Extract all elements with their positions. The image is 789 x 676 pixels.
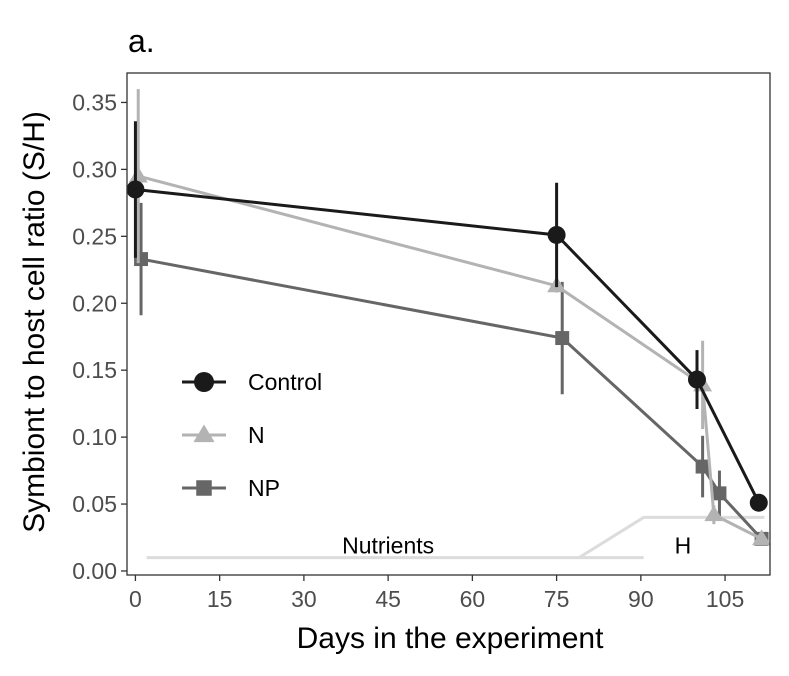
data-point: [712, 486, 727, 501]
y-tick-label: 0.15: [72, 357, 117, 383]
legend-label: Control: [248, 369, 322, 395]
y-tick-label: 0.10: [72, 424, 117, 450]
data-point: [547, 225, 566, 244]
data-point: [752, 529, 772, 546]
series-line: [135, 187, 761, 504]
data-point: [555, 331, 570, 346]
series-control: [126, 121, 768, 512]
series-line: [140, 257, 763, 540]
x-tick-label: 75: [544, 586, 570, 612]
legend-label: N: [248, 422, 265, 448]
x-tick-label: 45: [375, 586, 401, 612]
legend-item-control: Control: [182, 369, 322, 395]
annotations: Nutrients H: [342, 533, 691, 559]
data-point: [749, 493, 768, 512]
data-point: [193, 424, 215, 443]
legend-item-n: N: [182, 422, 265, 448]
legend: Control N NP: [182, 369, 322, 501]
data-point: [196, 480, 212, 496]
y-axis-label: Symbiont to host cell ratio (S/H): [18, 111, 51, 533]
x-tick-label: 60: [460, 586, 486, 612]
treatment-line: [578, 515, 765, 559]
data-point: [695, 459, 710, 474]
legend-item-np: NP: [182, 475, 280, 501]
data-point: [704, 505, 724, 522]
x-tick-label: 30: [291, 586, 317, 612]
treatment-lines: [146, 515, 765, 560]
legend-label: NP: [248, 475, 280, 501]
y-tick-label: 0.05: [72, 491, 117, 517]
x-axis-label: Days in the experiment: [297, 622, 604, 655]
y-tick-label: 0.35: [72, 89, 117, 115]
y-tick-label: 0.20: [72, 290, 117, 316]
annotation-label: Nutrients: [342, 533, 434, 559]
series-np: [134, 202, 769, 546]
series-layer: [126, 89, 772, 546]
data-point: [126, 180, 145, 199]
chart-title: a.: [128, 23, 155, 59]
y-tick-label: 0.25: [72, 223, 117, 249]
y-tick-label: 0.00: [72, 558, 117, 584]
axes: 0.00 0.05 0.10 0.15 0.20 0.25 0.30 0.35 0 15 30 45 6…: [72, 89, 744, 612]
data-point: [128, 166, 148, 183]
data-point: [687, 370, 706, 389]
data-point: [194, 372, 214, 392]
x-tick-label: 15: [207, 586, 233, 612]
y-tick-label: 0.30: [72, 156, 117, 182]
x-tick-label: 105: [706, 586, 744, 612]
series-line: [137, 174, 763, 541]
x-tick-label: 90: [628, 586, 654, 612]
annotation-label: H: [675, 533, 692, 559]
plot-border: [126, 72, 771, 576]
x-tick-label: 0: [129, 586, 142, 612]
